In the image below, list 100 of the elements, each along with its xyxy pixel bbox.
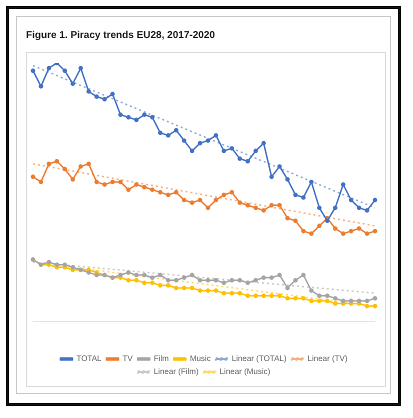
point	[86, 162, 91, 166]
point	[190, 148, 194, 154]
point	[230, 190, 234, 195]
point	[102, 96, 107, 102]
point	[54, 262, 60, 267]
point	[332, 296, 338, 301]
point	[238, 278, 242, 282]
point	[182, 138, 186, 143]
point	[238, 200, 242, 205]
point	[214, 288, 218, 293]
point	[356, 298, 362, 304]
point	[166, 133, 170, 138]
point	[238, 156, 242, 161]
point	[206, 138, 210, 143]
point	[285, 296, 290, 301]
point	[198, 198, 202, 202]
point	[245, 280, 250, 286]
point	[301, 272, 306, 278]
point	[230, 146, 234, 151]
point	[293, 218, 298, 223]
point	[62, 166, 68, 172]
point	[238, 290, 242, 296]
point	[126, 187, 131, 192]
point	[317, 224, 322, 228]
point	[102, 182, 107, 187]
point	[245, 159, 250, 164]
point	[214, 198, 218, 202]
point	[166, 278, 170, 282]
point	[206, 278, 210, 282]
point	[222, 192, 226, 198]
point	[182, 275, 186, 280]
point	[364, 304, 370, 308]
point	[340, 298, 346, 304]
point	[309, 231, 314, 236]
point	[142, 184, 147, 190]
point	[325, 293, 330, 298]
point	[150, 275, 155, 280]
point	[277, 293, 282, 298]
legend-label: Linear (Film)	[154, 367, 199, 376]
point	[158, 190, 163, 195]
point	[110, 92, 115, 96]
point	[356, 206, 362, 210]
point	[182, 286, 186, 290]
legend-label: Film	[154, 354, 170, 364]
point	[86, 270, 91, 275]
point	[134, 278, 139, 282]
point	[301, 195, 306, 200]
point	[118, 180, 123, 184]
point	[277, 164, 282, 169]
point	[348, 228, 354, 234]
point	[158, 130, 163, 136]
point	[174, 190, 178, 195]
point	[46, 162, 52, 166]
point	[356, 226, 362, 231]
point	[38, 84, 44, 89]
point	[372, 296, 378, 301]
point	[253, 148, 258, 154]
point	[126, 270, 131, 275]
point	[62, 68, 68, 74]
point	[142, 280, 147, 286]
point	[364, 231, 370, 236]
point	[269, 174, 274, 180]
point	[348, 198, 354, 202]
point	[198, 278, 202, 282]
point	[317, 298, 322, 304]
point	[222, 290, 226, 296]
point	[150, 115, 155, 120]
point	[70, 177, 76, 182]
point	[142, 272, 147, 278]
point	[94, 180, 99, 184]
point	[110, 180, 115, 184]
point	[325, 218, 330, 223]
point	[285, 286, 290, 290]
point	[309, 298, 314, 304]
point	[317, 206, 322, 210]
point	[285, 216, 290, 220]
point	[253, 278, 258, 282]
point	[372, 198, 378, 202]
point	[364, 208, 370, 213]
point	[134, 182, 139, 187]
point	[174, 128, 178, 132]
point	[126, 278, 131, 282]
point	[261, 293, 266, 298]
point	[38, 180, 44, 184]
point	[118, 112, 123, 117]
point	[214, 133, 218, 138]
point	[332, 301, 338, 306]
point	[166, 192, 170, 198]
chart-title: Figure 1. Piracy trends EU28, 2017-2020	[26, 30, 215, 41]
point	[301, 296, 306, 301]
point	[78, 66, 83, 70]
point	[174, 286, 178, 290]
point	[94, 94, 99, 99]
point	[86, 89, 91, 94]
point	[332, 206, 338, 210]
legend-label: Music	[190, 354, 211, 364]
point	[70, 81, 76, 86]
point	[230, 278, 234, 282]
point	[261, 140, 266, 146]
point	[293, 296, 298, 301]
